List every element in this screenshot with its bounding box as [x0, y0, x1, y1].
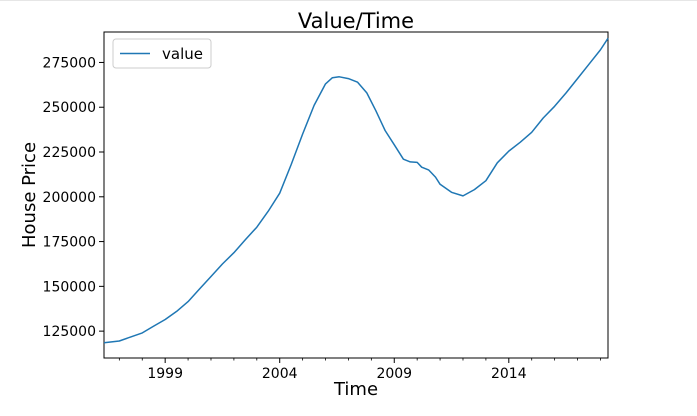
x-axis: 1999 2004 2009 2014 [118, 358, 601, 382]
y-axis: 125000 150000 175000 200000 225000 250000 2750… [43, 55, 104, 340]
plot-area [103, 31, 609, 359]
legend: value [112, 38, 212, 69]
chart-title: Value/Time [298, 9, 414, 33]
y-tick-label: 250000 [43, 100, 96, 116]
x-tick-label: 1999 [147, 366, 183, 382]
y-tick-label: 200000 [43, 190, 96, 206]
legend-box [112, 38, 212, 69]
top-divider [0, 0, 697, 1]
x-tick-label: 2009 [376, 366, 412, 382]
y-tick-label: 175000 [43, 235, 96, 251]
x-axis-label: Time [333, 379, 378, 400]
series-layer [103, 37, 609, 344]
series-line-value [103, 37, 609, 344]
y-axis-label: House Price [19, 142, 40, 248]
y-tick-label: 225000 [43, 145, 96, 161]
y-tick-label: 150000 [43, 279, 96, 295]
legend-label: value [162, 45, 203, 63]
y-tick-label: 275000 [43, 55, 96, 71]
y-tick-label: 125000 [43, 324, 96, 340]
x-tick-label: 2014 [491, 366, 527, 382]
x-tick-label: 2004 [262, 366, 298, 382]
